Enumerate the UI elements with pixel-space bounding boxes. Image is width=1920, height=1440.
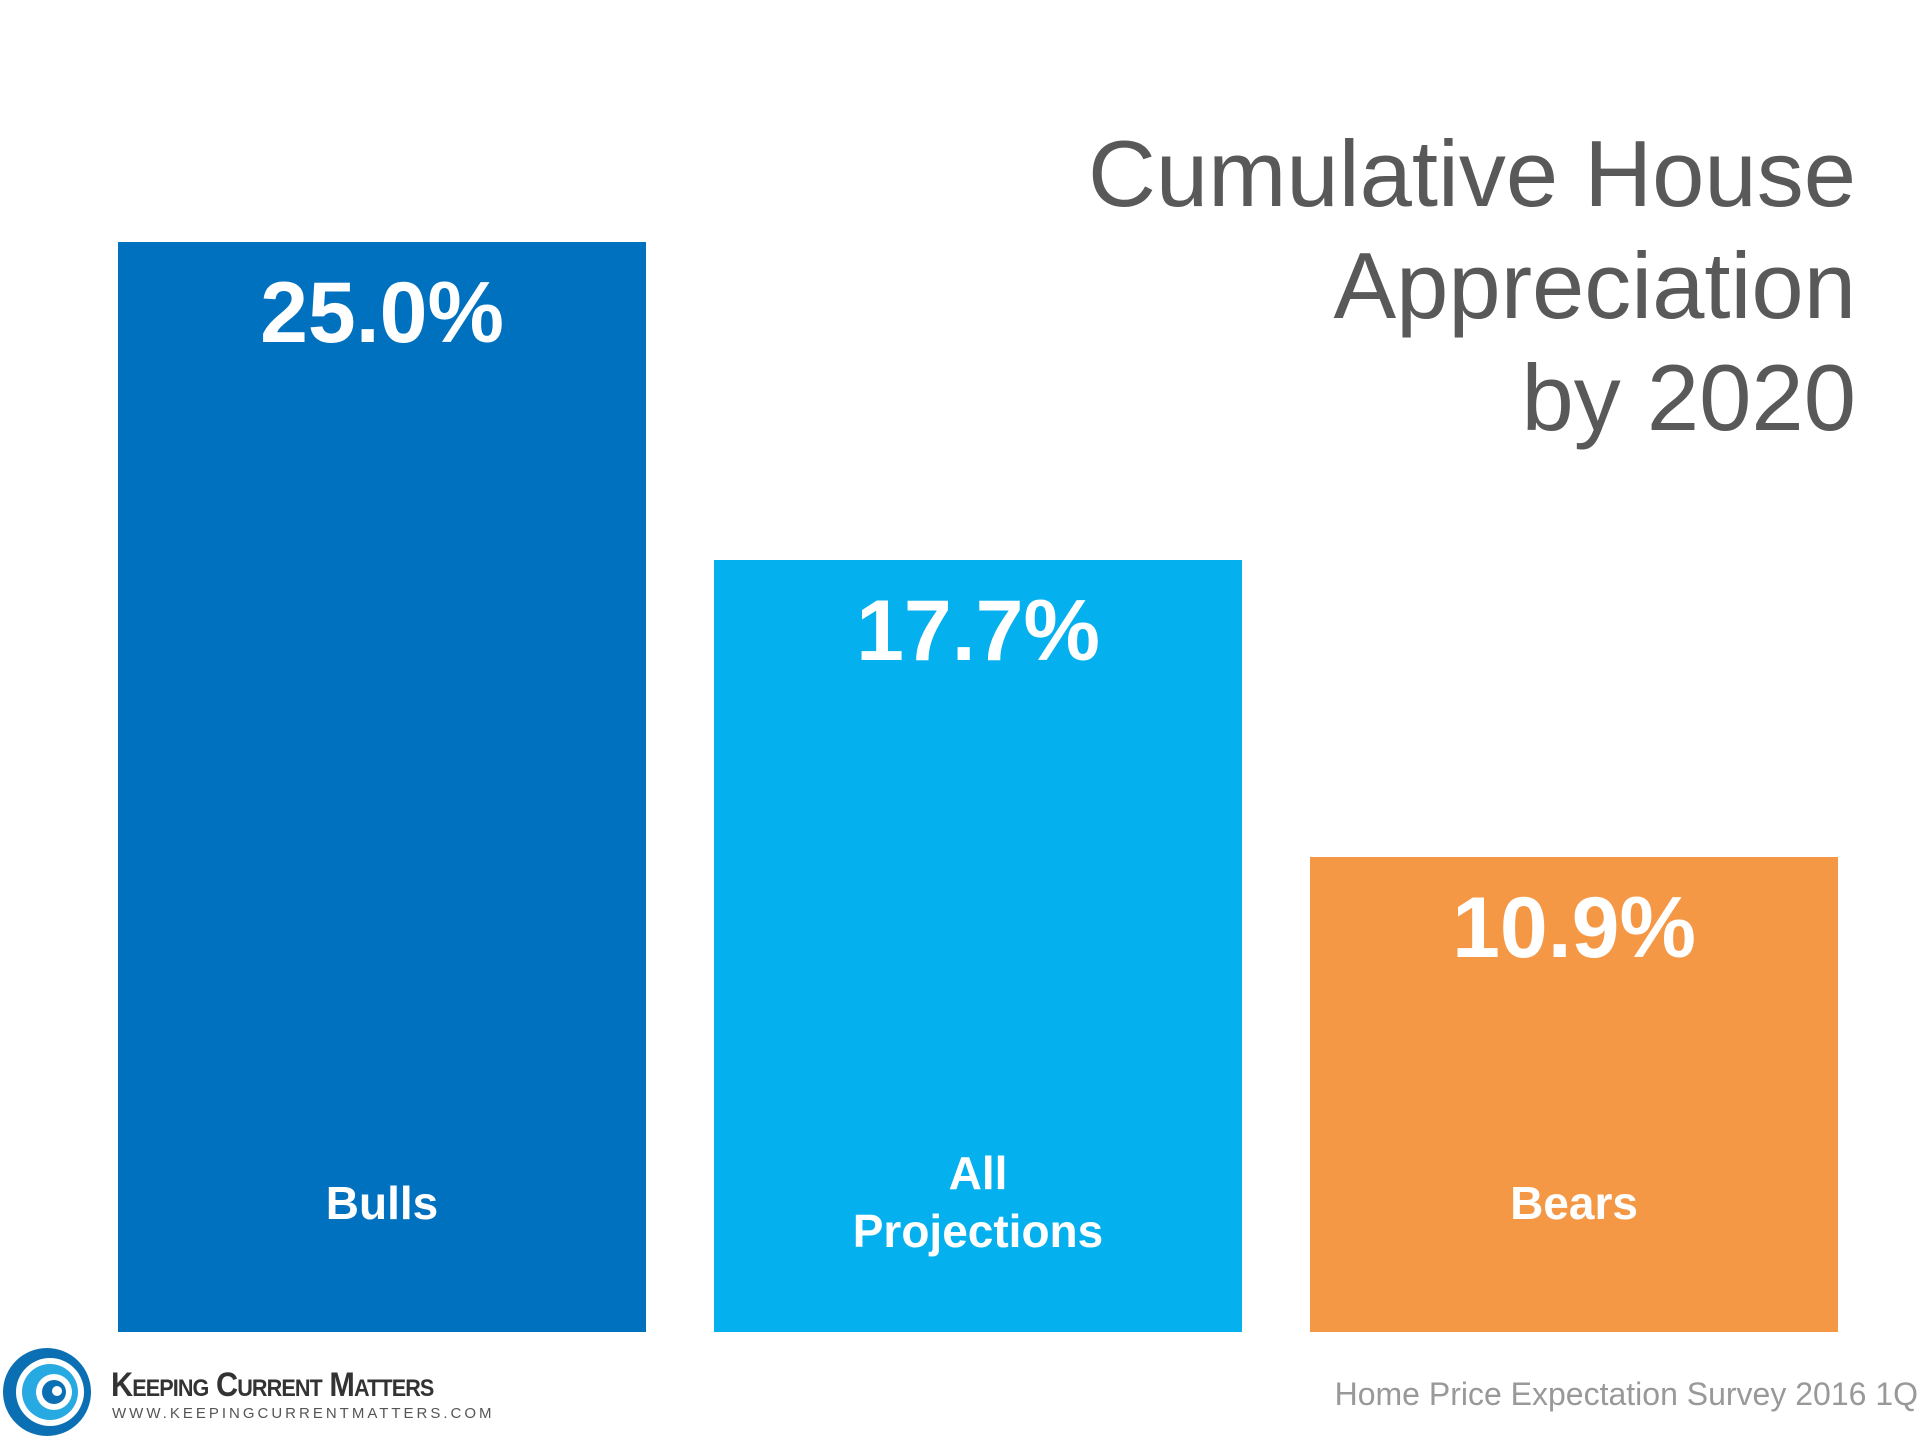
bar-bears: 10.9% Bears — [1310, 856, 1838, 1332]
category-label: Bears — [1510, 1176, 1638, 1229]
bar-all-projections: 17.7% All Projections — [714, 560, 1242, 1332]
source-note: Home Price Expectation Survey 2016 1Q — [1334, 1376, 1918, 1412]
data-label: 25.0% — [260, 265, 504, 361]
title-line-3: by 2020 — [1521, 345, 1856, 450]
category-label: All Projections — [852, 1146, 1104, 1257]
category-label: Bulls — [325, 1177, 439, 1229]
title-line-2: Appreciation — [1333, 233, 1856, 338]
chart-title: Cumulative House Appreciation by 2020 — [1088, 118, 1856, 454]
data-label: 10.9% — [1452, 879, 1696, 976]
brand-url: WWW.KEEPINGCURRENTMATTERS.COM — [112, 1405, 495, 1422]
title-line-1: Cumulative House — [1087, 121, 1856, 226]
bar-bulls: 25.0% Bulls — [118, 242, 646, 1332]
brand-name: Keeping Current Matters — [111, 1366, 434, 1404]
keeping-current-matters-logo-icon — [3, 1348, 91, 1436]
data-label: 17.7% — [856, 583, 1100, 680]
